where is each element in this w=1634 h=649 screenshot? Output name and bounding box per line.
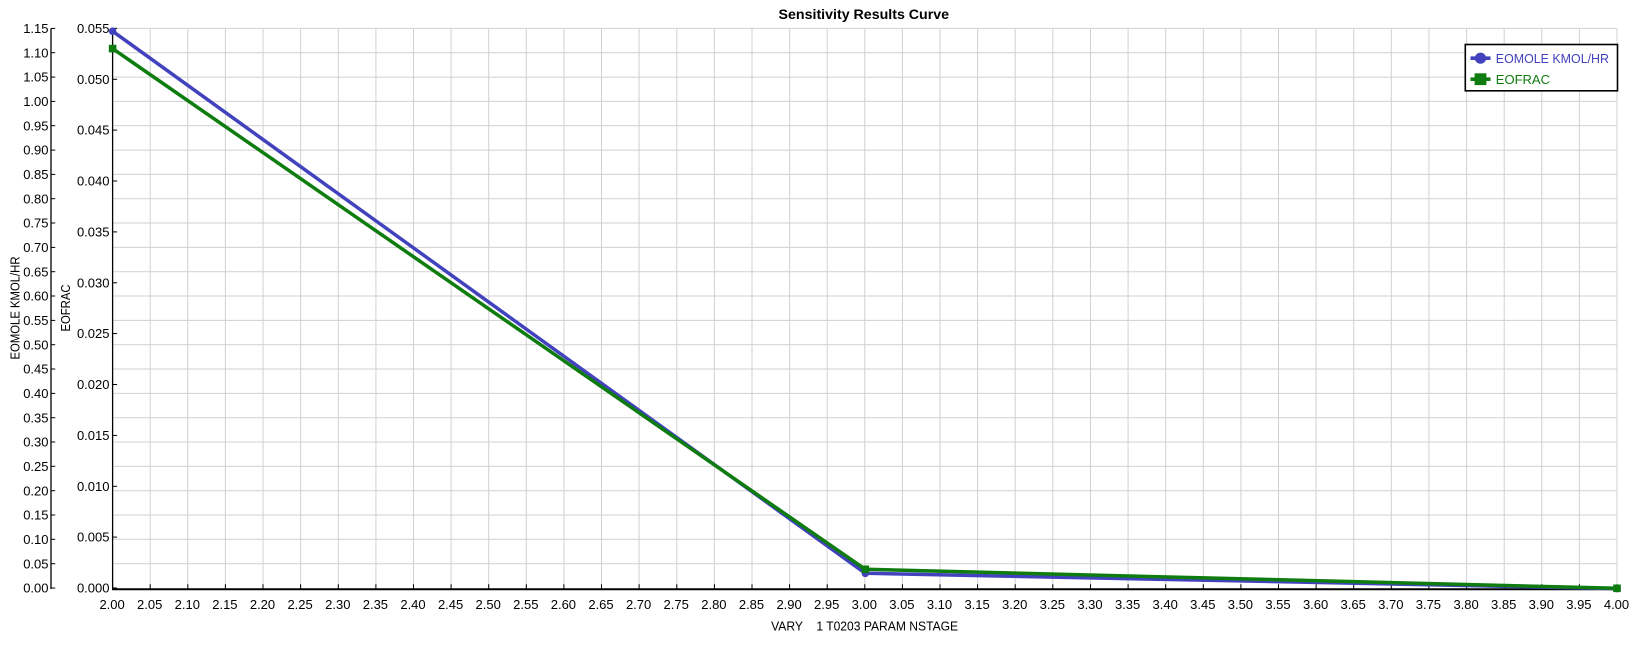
svg-text:3.55: 3.55 <box>1265 597 1290 612</box>
svg-text:EOMOLE KMOL/HR: EOMOLE KMOL/HR <box>1496 51 1609 66</box>
svg-text:2.95: 2.95 <box>814 597 839 612</box>
svg-text:3.35: 3.35 <box>1115 597 1140 612</box>
svg-text:3.20: 3.20 <box>1002 597 1027 612</box>
svg-text:3.60: 3.60 <box>1303 597 1328 612</box>
svg-text:0.50: 0.50 <box>23 337 48 352</box>
svg-text:0.015: 0.015 <box>77 428 110 443</box>
svg-text:0.35: 0.35 <box>23 410 48 425</box>
svg-text:0.030: 0.030 <box>77 275 110 290</box>
svg-text:2.70: 2.70 <box>626 597 651 612</box>
svg-text:1.05: 1.05 <box>23 70 48 85</box>
svg-text:3.40: 3.40 <box>1153 597 1178 612</box>
svg-text:0.035: 0.035 <box>77 225 110 240</box>
svg-text:0.040: 0.040 <box>77 174 110 189</box>
svg-text:2.15: 2.15 <box>212 597 237 612</box>
svg-text:3.15: 3.15 <box>964 597 989 612</box>
svg-text:3.50: 3.50 <box>1228 597 1253 612</box>
svg-text:0.055: 0.055 <box>77 21 110 36</box>
svg-text:3.00: 3.00 <box>852 597 877 612</box>
svg-text:1.00: 1.00 <box>23 94 48 109</box>
svg-text:3.90: 3.90 <box>1529 597 1554 612</box>
svg-text:0.70: 0.70 <box>23 240 48 255</box>
svg-text:3.45: 3.45 <box>1190 597 1215 612</box>
svg-text:3.05: 3.05 <box>889 597 914 612</box>
svg-text:2.60: 2.60 <box>551 597 576 612</box>
svg-text:0.025: 0.025 <box>77 326 110 341</box>
svg-text:EOMOLE KMOL/HR: EOMOLE KMOL/HR <box>8 257 23 360</box>
svg-text:3.10: 3.10 <box>927 597 952 612</box>
svg-text:0.20: 0.20 <box>23 483 48 498</box>
svg-text:3.30: 3.30 <box>1077 597 1102 612</box>
svg-text:2.30: 2.30 <box>325 597 350 612</box>
svg-text:0.000: 0.000 <box>77 581 110 596</box>
svg-text:0.10: 0.10 <box>23 532 48 547</box>
svg-text:2.75: 2.75 <box>664 597 689 612</box>
svg-text:0.05: 0.05 <box>23 556 48 571</box>
svg-text:3.75: 3.75 <box>1416 597 1441 612</box>
svg-text:0.25: 0.25 <box>23 459 48 474</box>
svg-text:0.045: 0.045 <box>77 123 110 138</box>
svg-text:1.10: 1.10 <box>23 45 48 60</box>
svg-text:3.65: 3.65 <box>1341 597 1366 612</box>
svg-text:0.010: 0.010 <box>77 479 110 494</box>
svg-text:0.85: 0.85 <box>23 167 48 182</box>
svg-text:Sensitivity Results Curve: Sensitivity Results Curve <box>779 6 950 22</box>
svg-text:2.80: 2.80 <box>701 597 726 612</box>
svg-text:0.050: 0.050 <box>77 72 110 87</box>
svg-text:2.20: 2.20 <box>250 597 275 612</box>
svg-text:2.55: 2.55 <box>513 597 538 612</box>
svg-text:2.35: 2.35 <box>363 597 388 612</box>
svg-text:0.55: 0.55 <box>23 313 48 328</box>
svg-text:2.00: 2.00 <box>99 597 124 612</box>
svg-text:3.70: 3.70 <box>1378 597 1403 612</box>
svg-text:3.80: 3.80 <box>1453 597 1478 612</box>
svg-text:2.45: 2.45 <box>438 597 463 612</box>
svg-text:0.80: 0.80 <box>23 191 48 206</box>
svg-text:0.40: 0.40 <box>23 386 48 401</box>
svg-text:2.65: 2.65 <box>588 597 613 612</box>
svg-text:2.10: 2.10 <box>175 597 200 612</box>
svg-text:2.40: 2.40 <box>400 597 425 612</box>
svg-text:0.005: 0.005 <box>77 530 110 545</box>
svg-text:0.75: 0.75 <box>23 216 48 231</box>
svg-text:2.05: 2.05 <box>137 597 162 612</box>
svg-text:0.15: 0.15 <box>23 508 48 523</box>
svg-text:3.25: 3.25 <box>1040 597 1065 612</box>
svg-text:EOFRAC: EOFRAC <box>1496 72 1550 87</box>
svg-text:3.85: 3.85 <box>1491 597 1516 612</box>
svg-text:VARY 1 T0203 PARAM NSTAGE: VARY 1 T0203 PARAM NSTAGE <box>771 618 958 633</box>
svg-text:0.65: 0.65 <box>23 264 48 279</box>
svg-text:2.25: 2.25 <box>287 597 312 612</box>
svg-text:0.60: 0.60 <box>23 289 48 304</box>
svg-text:0.45: 0.45 <box>23 362 48 377</box>
svg-text:0.90: 0.90 <box>23 143 48 158</box>
svg-text:EOFRAC: EOFRAC <box>58 285 73 332</box>
svg-text:2.90: 2.90 <box>776 597 801 612</box>
svg-text:3.95: 3.95 <box>1566 597 1591 612</box>
svg-text:0.30: 0.30 <box>23 435 48 450</box>
svg-text:1.15: 1.15 <box>23 21 48 36</box>
svg-text:0.020: 0.020 <box>77 377 110 392</box>
svg-text:4.00: 4.00 <box>1604 597 1629 612</box>
svg-text:0.00: 0.00 <box>23 581 48 596</box>
svg-text:2.85: 2.85 <box>739 597 764 612</box>
svg-text:2.50: 2.50 <box>476 597 501 612</box>
svg-text:0.95: 0.95 <box>23 118 48 133</box>
